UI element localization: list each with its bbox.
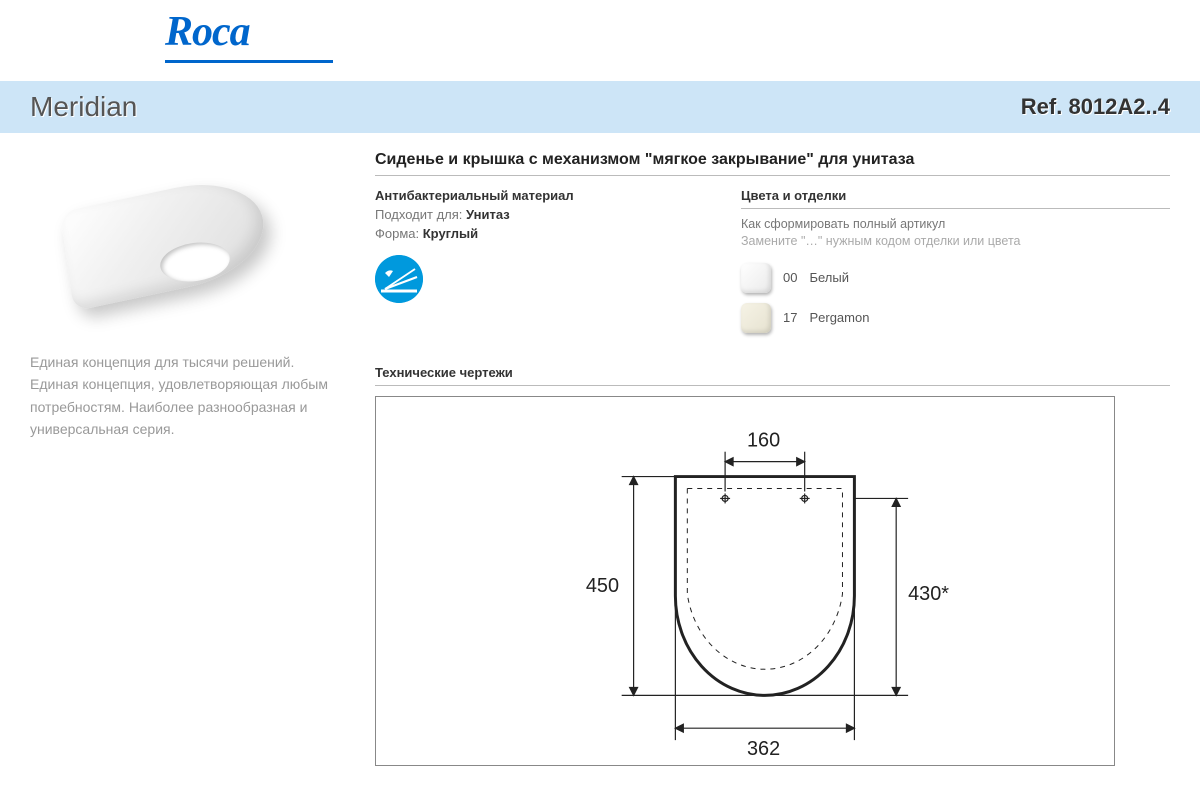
spec-material: Антибактериальный материал [375,188,685,203]
spec-fits: Подходит для: Унитаз [375,207,685,222]
spec-shape-value: Круглый [423,226,478,241]
technical-drawing: 160 450 [375,396,1115,766]
soft-close-icon [375,255,423,303]
color-code: 17 [783,310,797,325]
product-title: Сиденье и крышка с механизмом "мягкое за… [375,151,1170,176]
dim-hole-spacing: 160 [747,429,780,451]
product-image [50,171,300,321]
dim-length-outer: 450 [586,574,619,596]
finishes-hint: Как сформировать полный артикул [741,217,1170,231]
reference-number: Ref. 8012A2..4 [1021,94,1185,120]
brand-underline [165,60,333,63]
collection-name: Meridian [15,91,137,123]
title-bar: Meridian Ref. 8012A2..4 [0,81,1200,133]
spec-fits-label: Подходит для: [375,207,462,222]
spec-shape-label: Форма: [375,226,419,241]
technical-heading: Технические чертежи [375,365,1170,386]
dim-length-inner: 430* [908,582,949,604]
finishes-block: Цвета и отделки Как сформировать полный … [741,188,1170,343]
color-option: 00 Белый [741,263,1170,293]
color-option: 17 Pergamon [741,303,1170,333]
specs-block: Антибактериальный материал Подходит для:… [375,188,685,343]
spec-fits-value: Унитаз [466,207,510,222]
finishes-hint2: Замените "…" нужным кодом отделки или цв… [741,233,1170,251]
product-tagline: Единая концепция для тысячи решений. Еди… [30,351,345,441]
spec-shape: Форма: Круглый [375,226,685,241]
swatch-pergamon [741,303,771,333]
dim-width: 362 [747,738,780,760]
color-label: Белый [809,270,849,285]
color-code: 00 [783,270,797,285]
color-label: Pergamon [809,310,869,325]
swatch-white [741,263,771,293]
finishes-heading: Цвета и отделки [741,188,1170,209]
brand-logo: Roca [165,8,1185,56]
